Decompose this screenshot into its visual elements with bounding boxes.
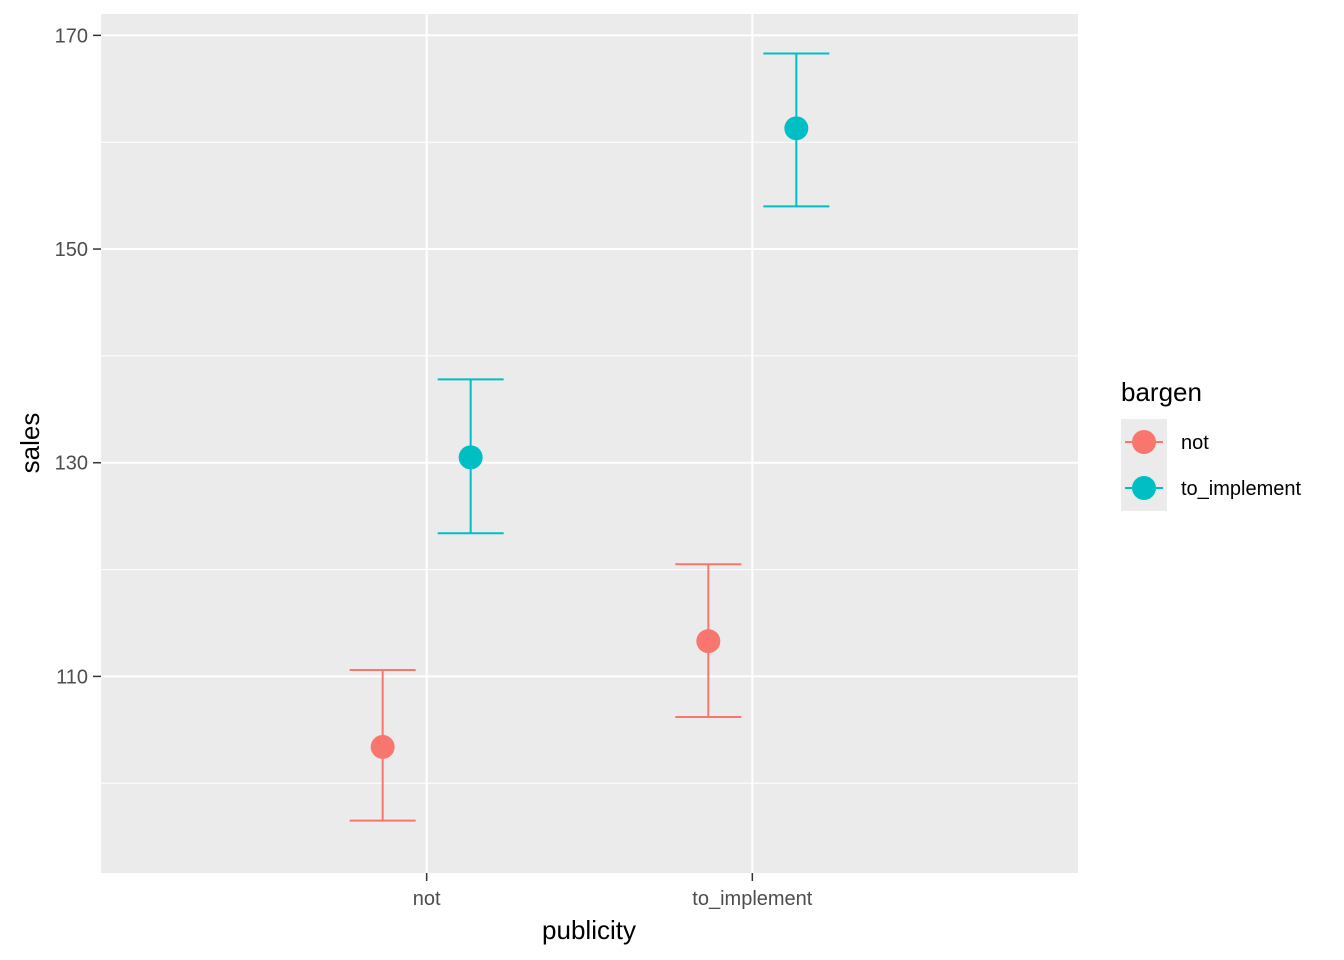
legend-label: not <box>1181 432 1209 454</box>
y-tick-label: 150 <box>55 239 88 261</box>
errorbar-not-not <box>349 669 416 822</box>
errorbar-to_implement-to_implement <box>763 52 830 208</box>
legend-items: not to_implement <box>1121 419 1302 511</box>
point-to_implement-not <box>458 445 483 470</box>
errorbar-not-to_implement <box>675 563 742 719</box>
point-not-not <box>370 734 395 759</box>
legend-key-point <box>1132 430 1156 454</box>
legend: bargen not to_implement <box>1121 377 1302 511</box>
legend-item-not: not <box>1125 430 1209 454</box>
y-axis: 110 130 150 170 <box>55 25 101 688</box>
legend-label: to_implement <box>1181 478 1302 500</box>
x-tick-label: to_implement <box>692 888 813 910</box>
legend-title: bargen <box>1121 377 1202 407</box>
y-axis-title: sales <box>15 413 45 474</box>
x-axis: not to_implement <box>413 873 813 910</box>
legend-item-to_implement: to_implement <box>1125 476 1302 500</box>
grid-minor <box>101 141 1078 784</box>
x-axis-title: publicity <box>542 915 636 945</box>
grid-major <box>101 14 1078 873</box>
plot-marks <box>349 52 830 822</box>
y-tick-label: 130 <box>55 453 88 475</box>
errorbar-to_implement-not <box>437 378 504 535</box>
y-tick-label: 110 <box>56 666 88 688</box>
y-tick-label: 170 <box>55 25 88 47</box>
point-not-to_implement <box>696 629 721 654</box>
x-tick-label: not <box>413 888 441 910</box>
point-to_implement-to_implement <box>784 116 809 141</box>
legend-key-point <box>1132 476 1156 500</box>
panel-background <box>101 14 1078 873</box>
